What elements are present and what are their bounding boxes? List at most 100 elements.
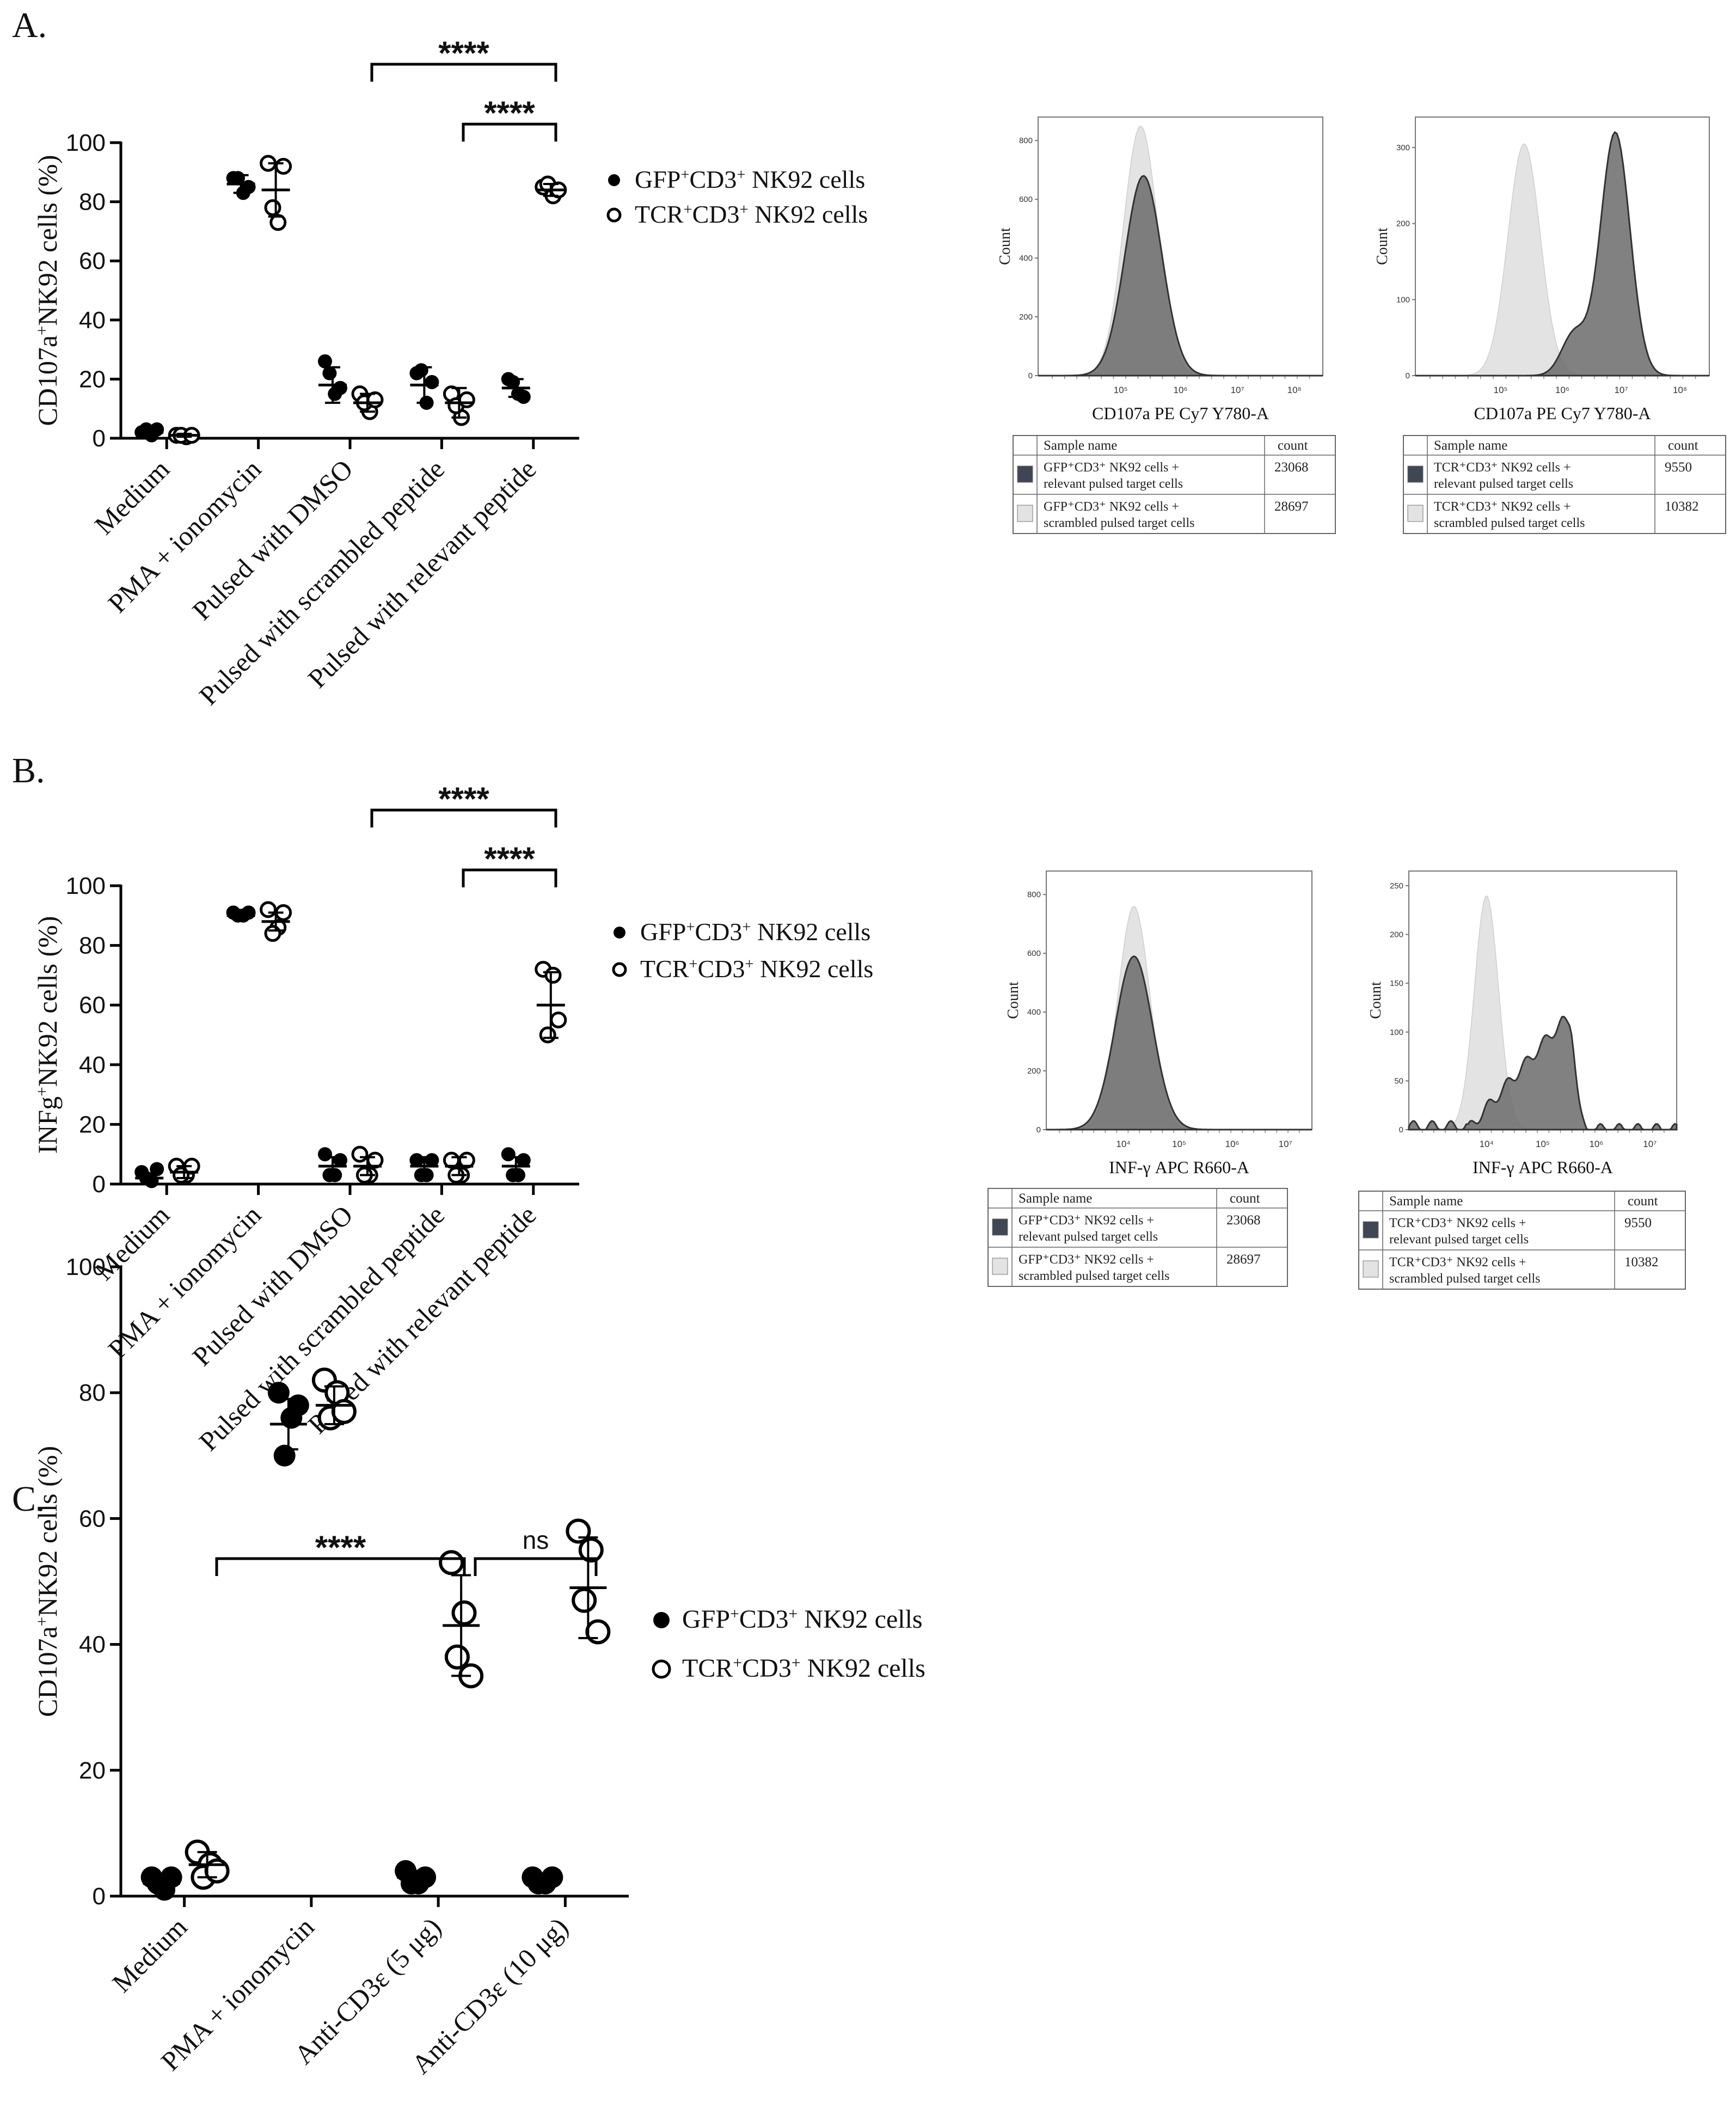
y-tick-label: 60 [79, 1505, 106, 1532]
data-point-tcr [585, 1619, 611, 1645]
legend-label: TCR+CD3+ NK92 cells [640, 955, 873, 983]
hist-x-axis-label: CD107a PE Cy7 Y780-A [1092, 403, 1269, 423]
hist-y-tick-label: 200 [1390, 930, 1403, 940]
significance-bracket [462, 868, 557, 887]
legend-swatch [992, 1218, 1008, 1236]
data-point-gfp [333, 381, 347, 395]
table-sample-line2: scrambled pulsed target cells [1044, 516, 1194, 530]
y-axis-label: INFg+NK92 cells (%) [32, 916, 63, 1154]
hist-y-tick-label: 0 [1028, 371, 1033, 381]
table-sample-line1: GFP⁺CD3⁺ NK92 cells + [1044, 500, 1179, 514]
hist-y-axis-label: Count [1367, 982, 1384, 1019]
table-sample-line1: GFP⁺CD3⁺ NK92 cells + [1019, 1213, 1154, 1228]
y-tick-label: 80 [79, 1379, 106, 1406]
significance-bracket [370, 63, 557, 82]
hist-x-tick-label: 10⁷ [1643, 1139, 1657, 1149]
table-count: 9550 [1624, 1216, 1652, 1230]
hist-x-tick-label: 10⁶ [1174, 385, 1188, 395]
legend-swatch [1407, 505, 1424, 522]
table-sample-line2: scrambled pulsed target cells [1434, 516, 1585, 530]
y-tick-label: 40 [79, 1632, 106, 1658]
significance-bracket [370, 808, 557, 827]
hist-y-tick-label: 400 [1027, 1008, 1041, 1017]
significance-label-stars: **** [484, 841, 535, 877]
chart-b-histogram-tcr: 0 50 100 150 200 250 10⁴ 10⁵ 10⁶ 10⁷ Count INF-γ AP… [1358, 870, 1686, 1290]
histogram-relevant [1038, 175, 1323, 377]
hist-y-tick-label: 400 [1019, 254, 1033, 263]
hist-x-tick-label: 10⁶ [1555, 385, 1569, 395]
table-count: 23068 [1274, 460, 1309, 475]
y-tick-label: 40 [79, 307, 106, 334]
hist-y-tick-label: 300 [1396, 143, 1410, 152]
significance-bracket [474, 1557, 598, 1576]
significance-bracket [462, 122, 557, 142]
hist-y-tick-label: 100 [1390, 1028, 1403, 1037]
table-sample-line1: TCR⁺CD3⁺ NK92 cells + [1389, 1216, 1526, 1230]
hist-y-axis-label: Count [1374, 228, 1391, 265]
legend-swatch [1363, 1221, 1379, 1238]
hist-y-tick-label: 150 [1390, 979, 1403, 988]
data-point-tcr [458, 391, 475, 408]
y-tick-label: 20 [79, 1111, 106, 1138]
significance-label-stars: **** [438, 35, 489, 71]
table-header-count: count [1628, 1194, 1658, 1209]
table-count: 28697 [1274, 499, 1309, 514]
y-tick-label: 20 [79, 1757, 106, 1784]
data-point-gfp [267, 1382, 290, 1404]
histogram-relevant [1415, 131, 1709, 377]
y-tick-label: 0 [93, 1171, 106, 1198]
y-tick-label: 0 [93, 1883, 106, 1910]
histogram-frame [1046, 870, 1312, 1130]
legend-marker-filled [608, 174, 620, 186]
legend-swatch [1017, 505, 1033, 522]
panel-label-c: C. [12, 1479, 45, 1519]
hist-x-tick-label: 10⁴ [1116, 1139, 1130, 1149]
chart-b-histogram-gfp: 0 200 400 600 800 10⁴ 10⁵ 10⁶ 10⁷ Count INF-γ APC … [987, 870, 1312, 1287]
hist-x-tick-label: 10⁵ [1114, 385, 1128, 395]
data-point-gfp [273, 1444, 296, 1467]
legend-swatch [1407, 465, 1424, 483]
table-header-sample-name: Sample name [1044, 438, 1117, 453]
significance-bracket [215, 1557, 466, 1576]
hist-x-tick-label: 10⁵ [1172, 1139, 1186, 1149]
significance-label-stars: **** [484, 95, 535, 131]
table-sample-line2: scrambled pulsed target cells [1019, 1269, 1169, 1283]
table-sample-line1: GFP⁺CD3⁺ NK92 cells + [1019, 1253, 1154, 1267]
data-point-tcr [439, 1550, 464, 1575]
data-point-gfp [414, 363, 428, 378]
panel-label-a: A. [12, 5, 47, 45]
histogram-frame [1038, 117, 1323, 376]
legend-marker-open [606, 207, 622, 223]
y-tick-label: 100 [66, 130, 106, 156]
legend-table [1403, 435, 1726, 534]
y-tick-label: 40 [79, 1052, 106, 1078]
y-tick-label: 60 [79, 248, 106, 274]
data-point-tcr [550, 1011, 567, 1029]
hist-y-tick-label: 800 [1027, 890, 1041, 899]
data-point-tcr [451, 1600, 477, 1626]
table-count: 23068 [1226, 1213, 1261, 1228]
y-tick-label: 20 [79, 366, 106, 393]
table-sample-line1: TCR⁺CD3⁺ NK92 cells + [1434, 461, 1571, 475]
histogram-relevant [1046, 955, 1312, 1131]
hist-x-tick-label: 10⁷ [1614, 385, 1628, 395]
hist-x-tick-label: 10⁵ [1494, 385, 1508, 395]
table-sample-line1: TCR⁺CD3⁺ NK92 cells + [1389, 1255, 1526, 1270]
data-point-gfp [501, 1147, 516, 1162]
hist-x-tick-label: 10⁸ [1287, 385, 1302, 395]
legend-marker-open [652, 1659, 671, 1679]
legend-marker-filled [653, 1612, 670, 1628]
table-header-count: count [1668, 438, 1698, 453]
chart-a-histogram-gfp: 0 200 400 600 800 10⁵ 10⁶ 10⁷ 10⁸ Count CD107a PE … [997, 117, 1336, 534]
y-tick-label: 100 [66, 873, 106, 899]
hist-x-tick-label: 10⁴ [1480, 1139, 1494, 1149]
legend-label: TCR+CD3+ NK92 cells [682, 1654, 925, 1683]
hist-y-tick-label: 50 [1394, 1076, 1403, 1086]
y-tick-label: 60 [79, 992, 106, 1019]
table-count: 9550 [1665, 460, 1692, 475]
histogram-frame [1415, 117, 1710, 376]
hist-y-tick-label: 200 [1027, 1066, 1041, 1076]
data-point-tcr [539, 1026, 556, 1044]
hist-x-axis-label: INF-γ APC R660-A [1473, 1157, 1613, 1177]
significance-label-stars: **** [315, 1529, 366, 1566]
